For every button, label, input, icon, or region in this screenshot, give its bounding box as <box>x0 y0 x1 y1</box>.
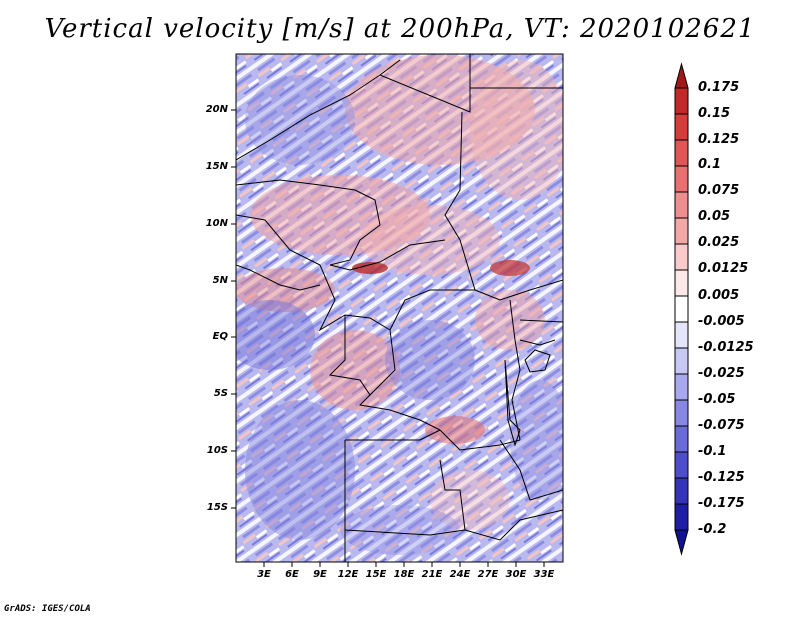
colorbar-label: 0.1 <box>698 157 722 172</box>
colorbar-label: -0.005 <box>698 314 745 329</box>
colorbar-segment <box>674 373 689 401</box>
colorbar-segment <box>674 243 689 271</box>
lon-label: 18E <box>393 569 415 580</box>
colorbar-label: 0.0125 <box>698 261 749 276</box>
colorbar-label: -0.025 <box>698 366 745 381</box>
colorbar-label: 0.175 <box>698 80 740 95</box>
colorbar-segment <box>674 347 689 375</box>
colorbar-label: 0.15 <box>698 106 731 121</box>
map-frame <box>235 53 564 563</box>
lon-label: 9E <box>313 569 327 580</box>
colorbar-label: -0.2 <box>698 522 727 537</box>
colorbar-segment <box>674 399 689 427</box>
colorbar-label: 0.005 <box>698 288 740 303</box>
colorbar-segment <box>674 217 689 245</box>
lat-label: 20N <box>205 104 228 115</box>
colorbar-segment <box>674 139 689 167</box>
lat-label: 10S <box>206 445 228 456</box>
colorbar-segment <box>674 451 689 479</box>
lon-label: 21E <box>421 569 443 580</box>
lat-label: 10N <box>205 218 228 229</box>
lon-label: 6E <box>285 569 299 580</box>
colorbar-segment <box>674 165 689 193</box>
colorbar-label: 0.025 <box>698 235 740 250</box>
colorbar-segment <box>674 191 689 219</box>
lon-label: 3E <box>257 569 271 580</box>
colorbar-segment <box>674 295 689 323</box>
lon-label: 24E <box>449 569 471 580</box>
colorbar-label: -0.1 <box>698 444 727 459</box>
lon-label: 33E <box>533 569 555 580</box>
lat-label: 15N <box>205 161 228 172</box>
colorbar-label: -0.0125 <box>698 340 754 355</box>
grads-credit: GrADS: IGES/COLA <box>4 604 91 614</box>
lon-label: 27E <box>477 569 499 580</box>
colorbar-segment <box>674 113 689 141</box>
lat-label: EQ <box>212 331 228 342</box>
colorbar-segment <box>674 87 689 115</box>
lon-label: 12E <box>337 569 359 580</box>
axis-ticks <box>231 109 545 567</box>
lat-label: 5S <box>213 388 228 399</box>
colorbar <box>674 62 689 556</box>
lon-label: 15E <box>365 569 387 580</box>
colorbar-segment <box>674 269 689 297</box>
colorbar-label: -0.175 <box>698 496 745 511</box>
lat-label: 5N <box>212 275 228 286</box>
chart-title: Vertical velocity [m/s] at 200hPa, VT: 2… <box>44 14 756 44</box>
country-borders <box>236 54 563 562</box>
colorbar-label: 0.125 <box>698 132 740 147</box>
colorbar-arrow-bottom <box>674 529 689 556</box>
velocity-field <box>236 54 563 562</box>
colorbar-segment <box>674 321 689 349</box>
colorbar-label: -0.125 <box>698 470 745 485</box>
colorbar-label: -0.075 <box>698 418 745 433</box>
colorbar-segment <box>674 425 689 453</box>
colorbar-label: 0.05 <box>698 209 731 224</box>
lon-label: 30E <box>505 569 527 580</box>
colorbar-segment <box>674 503 689 531</box>
colorbar-label: 0.075 <box>698 183 740 198</box>
lat-label: 15S <box>206 502 228 513</box>
colorbar-arrow-top <box>674 62 689 89</box>
colorbar-segment <box>674 477 689 505</box>
colorbar-label: -0.05 <box>698 392 736 407</box>
